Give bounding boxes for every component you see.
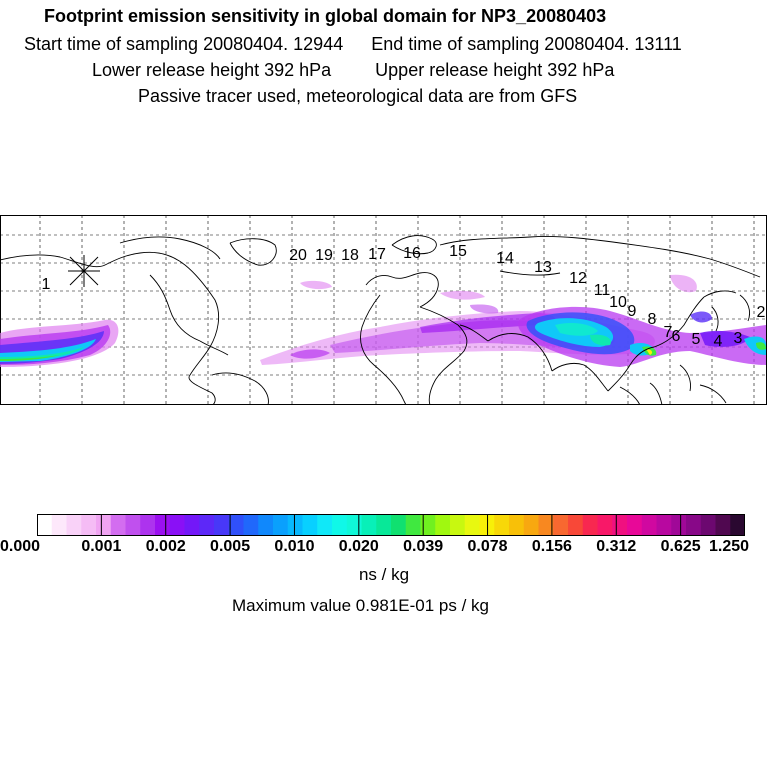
colorbar-cell bbox=[715, 514, 731, 536]
colorbar-units: ns / kg bbox=[358, 565, 410, 584]
colorbar-cell bbox=[538, 514, 554, 536]
colorbar-cell bbox=[509, 514, 525, 536]
colorbar-tick-label: 0.002 bbox=[145, 538, 186, 555]
colorbar-cell bbox=[110, 514, 127, 536]
colorbar-cell bbox=[582, 514, 599, 536]
colorbar-cell bbox=[243, 514, 259, 536]
trajectory-label: 6 bbox=[672, 328, 681, 345]
release-heights: Lower release height 392 hPa Upper releas… bbox=[92, 60, 614, 81]
trajectory-label: 11 bbox=[594, 282, 611, 299]
colorbar-cell bbox=[597, 514, 613, 536]
trajectory-label: 17 bbox=[368, 246, 386, 263]
colorbar-cell bbox=[671, 514, 687, 536]
colorbar-tick-label: 1.250 bbox=[708, 538, 750, 555]
colorbar-tick-lines bbox=[100, 514, 682, 536]
colorbar-cell bbox=[553, 514, 569, 536]
colorbar-cell bbox=[332, 514, 348, 536]
colorbar bbox=[37, 514, 745, 536]
colorbar-cell bbox=[155, 514, 171, 536]
colorbar-cell bbox=[214, 514, 230, 536]
colorbar-cell bbox=[140, 514, 156, 536]
tracer-note: Passive tracer used, meteorological data… bbox=[138, 86, 578, 106]
colorbar-cell bbox=[405, 514, 422, 536]
colorbar-cell bbox=[125, 514, 141, 536]
lower-release-height: Lower release height 392 hPa bbox=[92, 60, 332, 80]
colorbar-cell bbox=[51, 514, 68, 536]
colorbar-tick-label: 0.312 bbox=[596, 538, 637, 555]
colorbar-cell bbox=[317, 514, 333, 536]
colorbar-tick-label: 0.001 bbox=[81, 538, 122, 555]
trajectory-label: 10 bbox=[609, 294, 627, 311]
colorbar-cell bbox=[730, 514, 745, 536]
trajectory-label: 18 bbox=[341, 247, 359, 264]
colorbar-cell bbox=[66, 514, 82, 536]
colorbar-tick-label: 0.000 bbox=[0, 538, 41, 555]
colorbar-cell bbox=[302, 514, 318, 536]
trajectory-label: 12 bbox=[569, 270, 587, 287]
colorbar-cell bbox=[420, 514, 436, 536]
trajectory-label: 16 bbox=[403, 245, 421, 262]
colorbar-cell bbox=[199, 514, 215, 536]
start-time: Start time of sampling 20080404. 12944 bbox=[24, 34, 344, 54]
colorbar-tick-label: 0.010 bbox=[274, 538, 315, 555]
trajectory-label: 14 bbox=[496, 250, 514, 267]
colorbar-tick-label: 0.005 bbox=[210, 538, 251, 555]
continent-outlines bbox=[0, 235, 761, 405]
trajectory-label: 5 bbox=[692, 331, 701, 348]
colorbar-cell bbox=[435, 514, 451, 536]
colorbar-cell bbox=[627, 514, 643, 536]
colorbar-tick-label: 0.020 bbox=[338, 538, 379, 555]
plot-title: Footprint emission sensitivity in global… bbox=[44, 6, 607, 26]
sampling-times: Start time of sampling 20080404. 12944 En… bbox=[24, 34, 682, 55]
colorbar-cell bbox=[287, 514, 304, 536]
trajectory-label: 4 bbox=[714, 333, 723, 350]
colorbar-cell bbox=[376, 514, 392, 536]
end-time: End time of sampling 20080404. 13111 bbox=[371, 34, 682, 54]
colorbar-cells bbox=[37, 514, 745, 536]
colorbar-cell bbox=[686, 514, 702, 536]
colorbar-cell bbox=[641, 514, 658, 536]
colorbar-cell bbox=[228, 514, 245, 536]
trajectory-label: 9 bbox=[628, 303, 637, 320]
trajectory-label: 8 bbox=[648, 311, 657, 328]
colorbar-cell bbox=[346, 514, 363, 536]
colorbar-cell bbox=[273, 514, 289, 536]
trajectory-label: 13 bbox=[534, 259, 552, 276]
colorbar-cell bbox=[612, 514, 628, 536]
colorbar-tick-label: 0.156 bbox=[531, 538, 572, 555]
colorbar-cell bbox=[96, 514, 112, 536]
colorbar-cell bbox=[391, 514, 407, 536]
trajectory-label: 2 bbox=[757, 304, 766, 321]
colorbar-cell bbox=[37, 514, 53, 536]
colorbar-cell bbox=[568, 514, 584, 536]
colorbar-cell bbox=[258, 514, 274, 536]
trajectory-label: 7 bbox=[664, 324, 673, 341]
map-gridlines bbox=[0, 215, 767, 405]
colorbar-cell bbox=[184, 514, 200, 536]
colorbar-tick-label: 0.078 bbox=[467, 538, 508, 555]
maximum-value: Maximum value 0.981E-01 ps / kg bbox=[232, 596, 490, 615]
colorbar-cell bbox=[81, 514, 97, 536]
colorbar-cell bbox=[494, 514, 510, 536]
colorbar-tick-label: 0.039 bbox=[403, 538, 444, 555]
colorbar-cell bbox=[450, 514, 466, 536]
colorbar-tick-label: 0.625 bbox=[660, 538, 701, 555]
trajectory-label: 20 bbox=[289, 247, 307, 264]
colorbar-cell bbox=[361, 514, 377, 536]
colorbar-cell bbox=[169, 514, 186, 536]
colorbar-cell bbox=[656, 514, 672, 536]
trajectory-label: 15 bbox=[449, 243, 467, 260]
trajectory-label: 1 bbox=[42, 276, 51, 293]
colorbar-cell bbox=[523, 514, 540, 536]
colorbar-cell bbox=[464, 514, 481, 536]
source-marker bbox=[68, 255, 100, 287]
emission-sensitivity-field bbox=[0, 274, 766, 367]
colorbar-cell bbox=[700, 514, 717, 536]
trajectory-label: 3 bbox=[734, 330, 743, 347]
upper-release-height: Upper release height 392 hPa bbox=[375, 60, 615, 80]
trajectory-label: 19 bbox=[315, 247, 333, 264]
